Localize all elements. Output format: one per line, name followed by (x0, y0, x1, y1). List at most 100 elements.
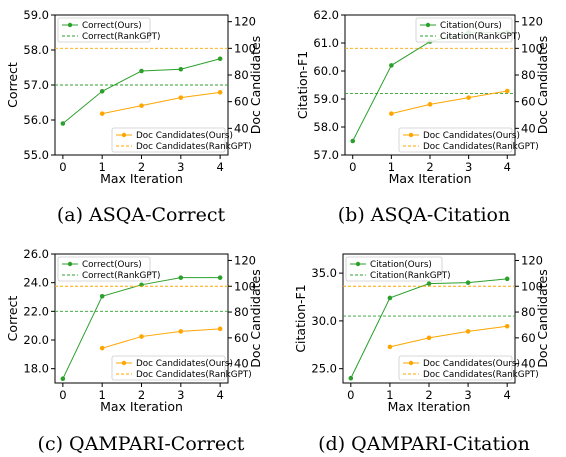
data-point (217, 56, 223, 62)
data-point (178, 275, 184, 280)
y2-tick-label: 80 (234, 305, 249, 319)
data-point (139, 103, 144, 108)
y-tick-label: 22.0 (23, 304, 49, 318)
y2-tick-label: 100 (234, 279, 256, 293)
data-point (99, 345, 105, 351)
y-tick-label: 35.0 (311, 266, 337, 280)
legend-label: Correct(RankGPT) (82, 32, 160, 42)
y2-tick-label: 80 (234, 68, 249, 82)
legend-label: Doc Candidates(RankGPT) (423, 142, 539, 152)
chart-asqa-correct: 0 1 2 3 4 55.0 56.0 57.0 58.0 59.0 40 60 80 100 120 Max… (0, 0, 283, 228)
legend-box (398, 355, 513, 381)
y-tick-label: 57.0 (23, 78, 49, 92)
x-tick-label: 0 (347, 388, 354, 402)
y-tick-label: 61.0 (313, 36, 339, 50)
data-point (217, 326, 223, 332)
legend-label: Citation(Ours) (440, 21, 502, 31)
y2-tick-label: 120 (521, 253, 543, 267)
series-line (102, 328, 221, 349)
data-point (504, 276, 510, 282)
x-tick-label: 2 (138, 388, 145, 402)
y2-tick-label: 40 (234, 357, 249, 371)
chart-svg: 0 1 2 3 4 55.0 56.0 57.0 58.0 59.0 40 60 80 100 120 Max… (5, 8, 263, 226)
data-point (139, 68, 144, 74)
data-point (60, 376, 66, 381)
legend-label: Correct(Ours) (82, 21, 142, 31)
data-point (389, 111, 394, 116)
y2-tick-label: 40 (234, 121, 249, 135)
data-point (504, 323, 510, 329)
data-point (466, 95, 471, 100)
data-point (465, 329, 471, 334)
data-point (387, 295, 393, 301)
x-tick-label: 1 (388, 160, 395, 174)
x-tick-label: 2 (426, 160, 433, 174)
legend-marker (355, 261, 361, 267)
data-point (139, 334, 144, 339)
chart-svg: 0 1 2 3 4 57.0 58.0 59.0 60.0 61.0 62.0 40 60 80 100 12… (295, 8, 550, 226)
data-point (60, 121, 66, 126)
x-tick-label: 3 (465, 160, 472, 174)
legend-label: Doc Candidates(RankGPT) (136, 142, 252, 152)
y2-tick-label: 120 (521, 15, 543, 29)
data-point (389, 63, 394, 68)
y2-axis-label: Doc Candidates (248, 269, 263, 368)
legend-label: Correct(Ours) (82, 260, 142, 270)
y-tick-label: 55.0 (23, 148, 49, 162)
x-tick-label: 3 (177, 388, 184, 402)
y2-tick-label: 40 (521, 357, 536, 371)
x-tick-label: 4 (504, 160, 511, 174)
y-tick-label: 30.0 (311, 314, 337, 328)
data-point (427, 102, 433, 107)
legend-label: Doc Candidates(RankGPT) (136, 370, 252, 380)
y2-axis-label: Doc Candidates (248, 36, 263, 135)
data-point (178, 329, 184, 334)
y-tick-label: 62.0 (313, 8, 339, 22)
legend-bottom: Doc Candidates(Ours)Doc Candidates(RankG… (111, 127, 252, 153)
data-point (504, 88, 510, 94)
y-tick-label: 25.0 (311, 362, 337, 376)
data-point (178, 66, 184, 72)
x-axis-label: Max Iteration (100, 171, 183, 186)
x-tick-label: 3 (177, 160, 184, 174)
chart-caption: (c) QAMPARI-Correct (38, 433, 245, 455)
y2-axis-label: Doc Candidates (535, 36, 550, 135)
series-line (389, 325, 508, 348)
legend-bottom: Doc Candidates(Ours)Doc Candidates(RankG… (111, 355, 252, 381)
x-tick-label: 1 (386, 388, 393, 402)
y-axis-label: Correct (5, 296, 20, 342)
y-tick-label: 18.0 (23, 362, 49, 376)
y-axis-label: Citation-F1 (295, 51, 310, 119)
chart-asqa-citation: 0 1 2 3 4 57.0 58.0 59.0 60.0 61.0 62.0 40 60 80 100 12… (283, 0, 566, 228)
chart-svg: 0 1 2 3 4 25.0 30.0 35.0 40 60 80 100 120 Max Iterati… (293, 253, 550, 455)
chart-caption: (a) ASQA-Correct (57, 204, 226, 226)
y-tick-label: 26.0 (23, 247, 49, 261)
legend-bottom: Doc Candidates(Ours)Doc Candidates(RankG… (398, 355, 539, 381)
legend-label: Doc Candidates(Ours) (423, 131, 520, 141)
x-axis-label: Max Iteration (389, 171, 472, 186)
data-point (426, 281, 432, 286)
x-tick-label: 0 (59, 388, 66, 402)
series-line (102, 91, 221, 115)
data-point (217, 90, 223, 95)
series-line (391, 90, 508, 115)
data-point (426, 335, 432, 341)
legend-label: Doc Candidates(Ours) (136, 131, 233, 141)
y2-tick-label: 60 (234, 331, 249, 345)
legend-marker (67, 261, 73, 267)
legend-top: Citation(Ours)Citation(RankGPT) (415, 17, 521, 43)
y-tick-label: 59.0 (23, 8, 49, 22)
x-axis-label: Max Iteration (388, 399, 471, 414)
y2-tick-label: 60 (521, 331, 536, 345)
data-point (99, 89, 105, 94)
legend-top: Citation(Ours)Citation(RankGPT) (345, 256, 451, 282)
x-tick-label: 4 (216, 388, 223, 402)
legend-label: Correct(RankGPT) (82, 271, 160, 281)
data-point (350, 138, 356, 144)
y2-tick-label: 80 (521, 305, 536, 319)
y2-tick-label: 120 (234, 253, 256, 267)
legend-top: Correct(Ours)Correct(RankGPT) (57, 256, 160, 282)
legend-marker (408, 360, 414, 366)
x-tick-label: 3 (464, 388, 471, 402)
x-tick-label: 1 (99, 160, 106, 174)
